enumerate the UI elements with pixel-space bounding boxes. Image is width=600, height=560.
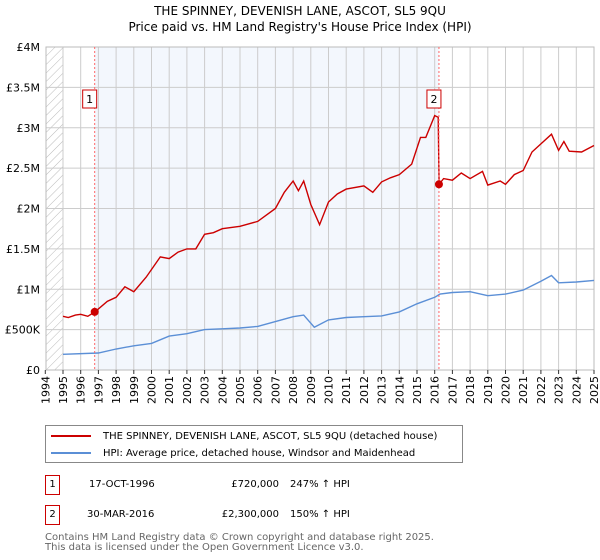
hpi-line: [62, 274, 595, 355]
x-tick-label: 2000: [146, 376, 159, 404]
x-tick-label: 2004: [216, 376, 229, 404]
legend-label: HPI: Average price, detached house, Wind…: [103, 447, 416, 459]
y-tick-label: £2.5M: [6, 162, 40, 175]
legend: THE SPINNEY, DEVENISH LANE, ASCOT, SL5 9…: [45, 425, 463, 463]
x-tick-label: 2011: [340, 376, 353, 404]
x-tick-label: 2020: [500, 376, 513, 404]
x-tick-label: 2019: [482, 376, 495, 404]
legend-item-hpi: HPI: Average price, detached house, Wind…: [46, 445, 415, 461]
x-tick-label: 2017: [446, 376, 459, 404]
x-tick-label: 2006: [252, 376, 265, 404]
chart-subtitle: Price paid vs. HM Land Registry's House …: [128, 20, 472, 34]
price-chart: 1 2 1994 1995 1996 1997 1998 1999 2000 2001 2002 20…: [5, 41, 600, 404]
x-tick-label: 2014: [393, 376, 406, 404]
x-tick-label: 2018: [464, 376, 477, 404]
x-tick-label: 1997: [92, 376, 105, 404]
x-tick-label: 2010: [323, 376, 336, 404]
x-tick-label: 2015: [411, 376, 424, 404]
x-tick-label: 1994: [39, 376, 52, 404]
y-tick-label: £3.5M: [6, 81, 40, 94]
sale-date: 30-MAR-2016: [87, 509, 155, 520]
sale-label: 1: [86, 93, 93, 106]
y-tick-label: £2M: [17, 203, 41, 216]
x-tick-label: 2007: [269, 376, 282, 404]
sale-label-box: [426, 89, 442, 109]
x-tick-label: 2013: [376, 376, 389, 404]
chart-title: THE SPINNEY, DEVENISH LANE, ASCOT, SL5 9…: [154, 4, 446, 18]
sale-badge: 1: [45, 475, 60, 495]
sale-price: £2,300,000: [221, 509, 279, 520]
y-tick-label: £1.5M: [6, 243, 40, 256]
sale-price: £720,000: [231, 479, 279, 490]
x-tick-label: 2022: [535, 376, 548, 404]
y-tick-label: £1M: [17, 283, 41, 296]
sale-hpi: 247% ↑ HPI: [290, 479, 350, 490]
sale-badge: 2: [45, 505, 60, 525]
property-price-line: [62, 114, 595, 319]
y-tick-label: £500K: [5, 324, 41, 337]
x-tick-label: 2003: [199, 376, 212, 404]
sale-row: 2 30-MAR-2016 £2,300,000 150% ↑ HPI: [45, 505, 485, 526]
x-tick-label: 2009: [305, 376, 318, 404]
y-tick-label: £4M: [17, 41, 41, 54]
sale-label: 2: [430, 93, 437, 106]
plot-border: [45, 46, 595, 371]
sale-point: [434, 180, 443, 189]
x-tick-label: 1995: [57, 376, 70, 404]
x-tick-label: 1998: [110, 376, 123, 404]
legend-label: THE SPINNEY, DEVENISH LANE, ASCOT, SL5 9…: [103, 430, 438, 442]
footer-licence: This data is licensed under the Open Gov…: [45, 542, 364, 553]
x-tick-label: 2012: [358, 376, 371, 404]
x-tick-label: 2016: [429, 376, 442, 404]
sale-row: 1 17-OCT-1996 £720,000 247% ↑ HPI: [45, 475, 485, 496]
x-tick-label: 2005: [234, 376, 247, 404]
y-tick-label: £0: [26, 364, 40, 377]
sale-hpi: 150% ↑ HPI: [290, 509, 350, 520]
x-tick-label: 2023: [553, 376, 566, 404]
footer-copyright: Contains HM Land Registry data © Crown c…: [45, 532, 434, 543]
y-tick-label: £3M: [17, 122, 41, 135]
x-tick-label: 1999: [128, 376, 141, 404]
sale-point: [90, 307, 99, 316]
x-tick-label: 2024: [570, 376, 583, 404]
sale-label-box: [82, 89, 98, 109]
x-tick-label: 2021: [517, 376, 530, 404]
x-tick-label: 2008: [287, 376, 300, 404]
x-tick-label: 2025: [588, 376, 600, 404]
legend-item-property: THE SPINNEY, DEVENISH LANE, ASCOT, SL5 9…: [46, 428, 437, 444]
x-tick-label: 2002: [181, 376, 194, 404]
sale-date: 17-OCT-1996: [89, 479, 155, 490]
x-tick-label: 1996: [75, 376, 88, 404]
x-tick-label: 2001: [163, 376, 176, 404]
